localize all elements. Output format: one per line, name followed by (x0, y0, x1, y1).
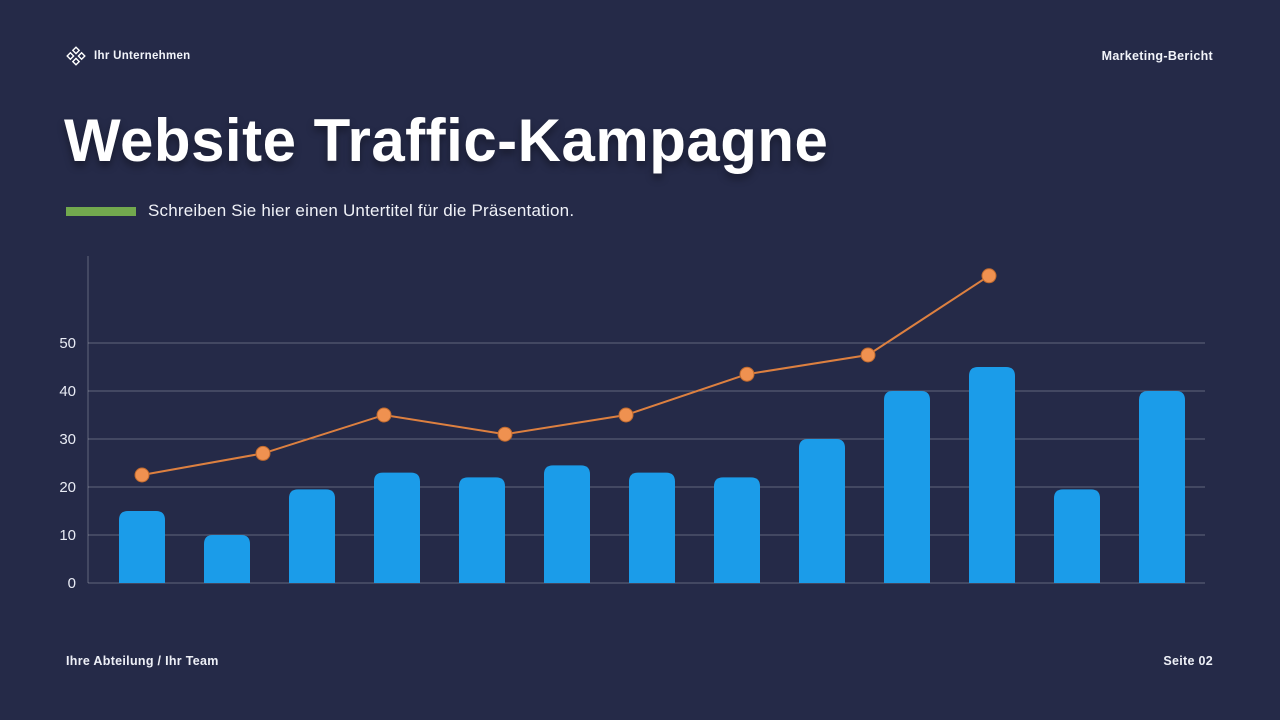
traffic-bar (204, 535, 250, 583)
footer-page-number: Seite 02 (1163, 654, 1213, 668)
header-logo: Ihr Unternehmen (66, 46, 191, 66)
traffic-bar (374, 472, 420, 583)
trend-line (141, 274, 990, 476)
subtitle: Schreiben Sie hier einen Untertitel für … (148, 201, 575, 220)
footer-team-label: Ihre Abteilung / Ihr Team (66, 654, 219, 668)
traffic-chart: 0 10 20 30 40 50 (59, 256, 1205, 592)
traffic-bar (884, 391, 930, 583)
trend-marker (981, 268, 997, 284)
traffic-bar (119, 511, 165, 583)
trend-marker (376, 407, 392, 423)
company-name: Ihr Unternehmen (94, 50, 191, 62)
trend-marker (860, 347, 876, 363)
traffic-bar (1139, 391, 1185, 583)
company-logo-icon (66, 46, 86, 66)
trend-marker (497, 426, 513, 442)
y-tick-label: 30 (59, 431, 76, 448)
traffic-bar (714, 477, 760, 583)
trend-marker (255, 445, 271, 461)
y-tick-label: 20 (59, 479, 76, 496)
trend-marker (618, 407, 634, 423)
trend-marker (134, 467, 150, 483)
y-tick-label: 50 (59, 335, 76, 352)
traffic-bar (629, 472, 675, 583)
traffic-bar (544, 465, 590, 583)
y-tick-label: 40 (59, 383, 76, 400)
y-tick-label: 10 (59, 527, 76, 544)
traffic-bar (1054, 489, 1100, 583)
subtitle-row: Schreiben Sie hier einen Untertitel für … (66, 201, 574, 221)
chart-area: 0 10 20 30 40 50 (50, 248, 1210, 593)
y-tick-label: 0 (68, 575, 76, 592)
traffic-bar (289, 489, 335, 583)
traffic-bar (459, 477, 505, 583)
traffic-bar (799, 439, 845, 583)
page-title: Website Traffic-Kampagne (64, 107, 829, 174)
accent-bar (66, 206, 136, 216)
report-label: Marketing-Bericht (1101, 49, 1213, 63)
trend-marker (739, 366, 755, 382)
traffic-bar (969, 367, 1015, 583)
